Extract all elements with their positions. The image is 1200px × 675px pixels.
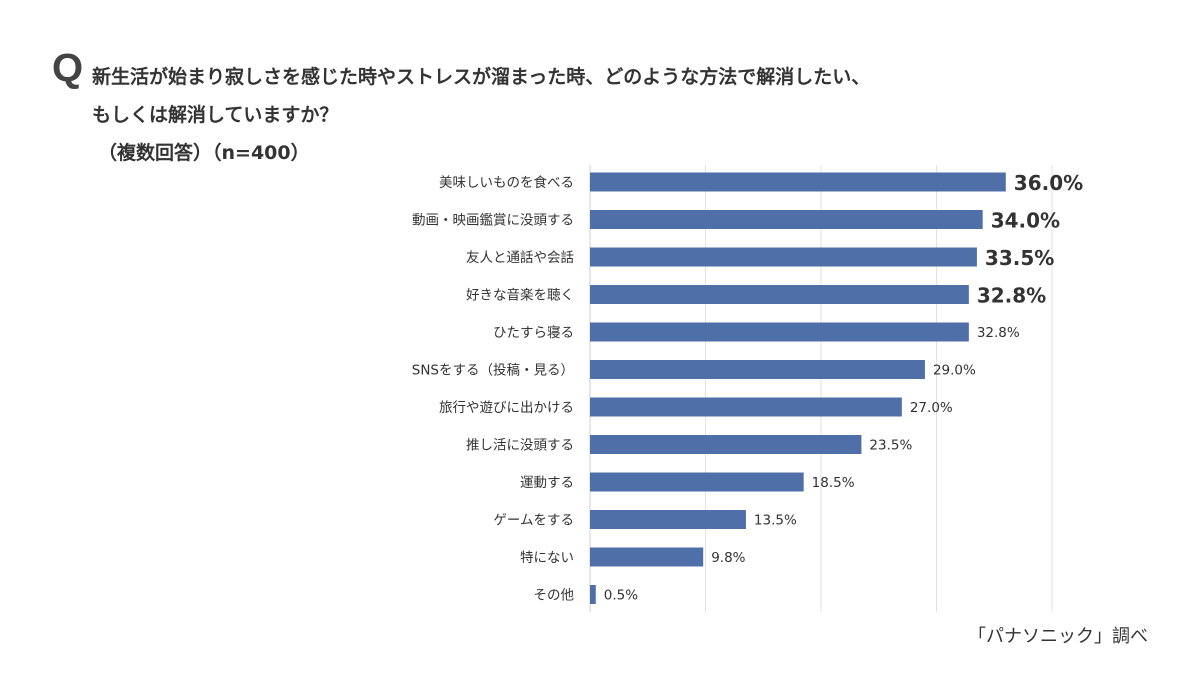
bar bbox=[590, 285, 969, 304]
question-mark: Q bbox=[52, 46, 84, 90]
category-label: ひたすら寝る bbox=[493, 324, 574, 341]
data-label: 0.5% bbox=[604, 588, 638, 604]
category-label: 旅行や遊びに出かける bbox=[439, 400, 574, 416]
category-label: ゲームをする bbox=[493, 513, 574, 529]
bar bbox=[590, 172, 1006, 192]
category-label: 友人と通話や会話 bbox=[466, 249, 574, 266]
category-label: 運動する bbox=[520, 475, 574, 491]
bar bbox=[590, 322, 969, 342]
data-label: 18.5% bbox=[812, 475, 855, 491]
category-label: 推し活に没頭する bbox=[466, 438, 574, 454]
data-label: 32.8% bbox=[977, 325, 1020, 341]
data-label: 33.5% bbox=[985, 246, 1054, 270]
bar bbox=[590, 472, 804, 492]
chart-title-line-2: もしくは解消していますか？ bbox=[92, 104, 339, 126]
bar bbox=[590, 435, 862, 454]
data-label: 9.8% bbox=[711, 550, 745, 566]
category-label: 動画・映画鑑賞に没頭する bbox=[412, 212, 574, 229]
category-label: 美味しいものを食べる bbox=[439, 174, 574, 191]
source-note: 「パナソニック」調べ bbox=[968, 626, 1148, 647]
category-label: 好きな音楽を聴く bbox=[466, 287, 574, 304]
data-label: 13.5% bbox=[754, 513, 797, 529]
bar bbox=[590, 547, 704, 567]
data-label: 36.0% bbox=[1014, 171, 1083, 195]
data-label: 27.0% bbox=[910, 400, 953, 416]
bar bbox=[590, 585, 596, 604]
data-label: 29.0% bbox=[933, 363, 976, 379]
data-label: 23.5% bbox=[869, 438, 912, 454]
bar bbox=[590, 247, 977, 267]
bar bbox=[590, 360, 925, 379]
bar bbox=[590, 397, 902, 417]
chart-title-line-1: 新生活が始まり寂しさを感じた時やストレスが溜まった時、どのような方法で解消したい… bbox=[92, 66, 871, 88]
bar bbox=[590, 210, 983, 229]
bar bbox=[590, 510, 746, 529]
data-label: 34.0% bbox=[991, 209, 1060, 233]
category-label: その他 bbox=[534, 588, 575, 604]
chart-subtitle: （複数回答）（n=400） bbox=[98, 142, 310, 164]
data-label: 32.8% bbox=[977, 284, 1046, 308]
category-label: 特にない bbox=[520, 550, 574, 566]
category-label: SNSをする（投稿・見る） bbox=[412, 363, 574, 379]
